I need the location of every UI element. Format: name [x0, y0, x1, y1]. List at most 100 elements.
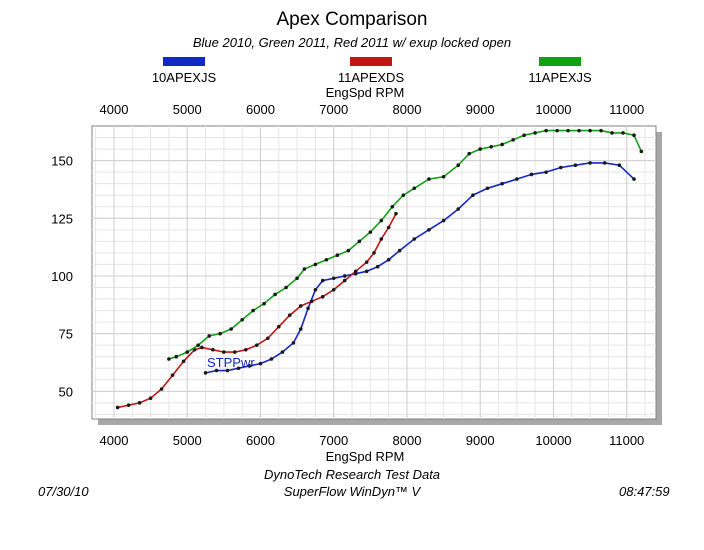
- data-point-11apexjs: [196, 343, 201, 347]
- data-point-11apexjs: [599, 128, 603, 133]
- x-tick-label-top: 9000: [466, 102, 495, 117]
- x-tick-label-top: 7000: [319, 102, 348, 117]
- data-point-11apexjs: [489, 144, 493, 149]
- data-point-11apexjs: [566, 128, 570, 133]
- data-point-11apexds: [287, 313, 292, 317]
- data-point-11apexjs: [273, 292, 277, 297]
- data-point-11apexjs: [441, 174, 446, 179]
- data-point-11apexds: [148, 396, 153, 401]
- data-point-11apexds: [320, 294, 325, 299]
- x-tick-label-bottom: 7000: [319, 433, 348, 448]
- data-point-11apexds: [255, 343, 259, 347]
- data-point-11apexjs: [240, 317, 244, 322]
- data-point-11apexds: [126, 403, 131, 407]
- data-point-10apexjs: [280, 350, 285, 354]
- data-point-11apexds: [200, 345, 204, 350]
- data-point-10apexjs: [214, 368, 219, 373]
- x-tick-label-bottom: 8000: [393, 433, 422, 448]
- data-point-11apexjs: [295, 276, 299, 281]
- y-tick-label: 50: [59, 384, 73, 399]
- data-point-11apexjs: [412, 186, 417, 191]
- data-point-11apexds: [386, 225, 391, 230]
- data-point-11apexds: [342, 278, 347, 283]
- data-point-11apexds: [181, 359, 186, 364]
- data-point-10apexjs: [313, 288, 318, 292]
- data-point-11apexjs: [610, 131, 614, 135]
- data-point-11apexds: [159, 387, 164, 391]
- data-point-10apexjs: [544, 170, 548, 174]
- footer-date: 07/30/10: [38, 484, 89, 499]
- data-point-10apexjs: [386, 258, 391, 262]
- data-point-11apexds: [211, 347, 215, 352]
- data-point-10apexjs: [573, 163, 578, 168]
- data-point-11apexjs: [324, 258, 329, 262]
- data-point-10apexjs: [456, 207, 461, 211]
- data-point-10apexjs: [397, 248, 402, 253]
- data-point-11apexjs: [251, 308, 255, 313]
- x-tick-label-bottom: 9000: [466, 433, 495, 448]
- data-point-11apexjs: [621, 131, 625, 135]
- legend-label-11apexds: 11APEXDS: [337, 70, 405, 85]
- data-point-11apexjs: [368, 230, 373, 234]
- legend-swatch-11apexds: [350, 57, 392, 66]
- data-point-10apexjs: [412, 237, 417, 241]
- data-point-11apexjs: [639, 149, 644, 154]
- data-point-11apexjs: [533, 131, 537, 135]
- series-line-11apexds: [117, 213, 397, 409]
- series-line-11apexjs: [168, 129, 643, 360]
- data-point-10apexjs: [298, 327, 303, 331]
- data-point-10apexjs: [342, 274, 347, 278]
- data-point-11apexjs: [357, 239, 362, 244]
- data-point-11apexjs: [478, 147, 483, 151]
- x-tick-label-bottom: 6000: [246, 433, 275, 448]
- data-point-11apexjs: [511, 138, 515, 142]
- data-point-10apexjs: [247, 364, 252, 368]
- data-point-11apexjs: [218, 331, 222, 336]
- data-point-10apexjs: [558, 165, 563, 170]
- data-point-11apexjs: [302, 267, 307, 271]
- y-tick-label: 100: [51, 269, 73, 284]
- legend-label-11apexjs: 11APEXJS: [528, 70, 592, 85]
- legend-swatch-11apexjs: [539, 57, 581, 66]
- y-tick-label: 150: [51, 154, 73, 169]
- data-point-11apexds: [137, 401, 142, 405]
- data-point-11apexds: [394, 211, 398, 216]
- data-point-10apexjs: [331, 276, 336, 281]
- data-point-11apexds: [331, 288, 336, 292]
- legend-label-10apexjs: 10APEXJS: [151, 70, 217, 85]
- data-point-11apexds: [372, 251, 376, 255]
- x-tick-label-bottom: 4000: [100, 433, 129, 448]
- data-point-10apexjs: [427, 228, 431, 232]
- data-point-10apexjs: [441, 218, 446, 223]
- chart-title: Apex Comparison: [276, 9, 428, 30]
- data-point-11apexjs: [522, 133, 526, 138]
- data-point-11apexjs: [456, 163, 461, 168]
- data-point-11apexds: [353, 269, 358, 274]
- data-point-11apexjs: [401, 193, 406, 198]
- data-point-11apexds: [379, 237, 384, 241]
- data-point-11apexjs: [379, 218, 384, 223]
- data-point-11apexds: [244, 347, 248, 352]
- data-point-11apexjs: [313, 262, 318, 267]
- data-point-11apexjs: [335, 253, 340, 257]
- data-point-11apexjs: [229, 327, 233, 331]
- data-point-11apexjs: [262, 301, 266, 306]
- data-point-11apexds: [222, 350, 226, 354]
- data-point-11apexds: [298, 304, 303, 308]
- data-point-11apexjs: [555, 128, 559, 133]
- x-axis-label-top: EngSpd RPM: [325, 85, 405, 100]
- x-tick-label-top: 4000: [100, 102, 129, 117]
- chart-subtitle: Blue 2010, Green 2011, Red 2011 w/ exup …: [192, 35, 512, 50]
- footer-line2: SuperFlow WinDyn™ V: [283, 484, 421, 499]
- series-line-10apexjs: [205, 162, 635, 374]
- x-tick-label-bottom: 11000: [609, 433, 644, 448]
- data-point-11apexds: [233, 350, 237, 354]
- data-point-11apexds: [170, 373, 175, 377]
- data-point-11apexds: [276, 324, 281, 329]
- footer-time: 08:47:59: [619, 484, 670, 499]
- data-point-10apexjs: [375, 264, 380, 269]
- data-point-11apexds: [309, 299, 314, 304]
- series-annotation: STPPwr: [207, 355, 255, 370]
- data-point-11apexjs: [346, 248, 351, 253]
- x-tick-label-top: 6000: [246, 102, 275, 117]
